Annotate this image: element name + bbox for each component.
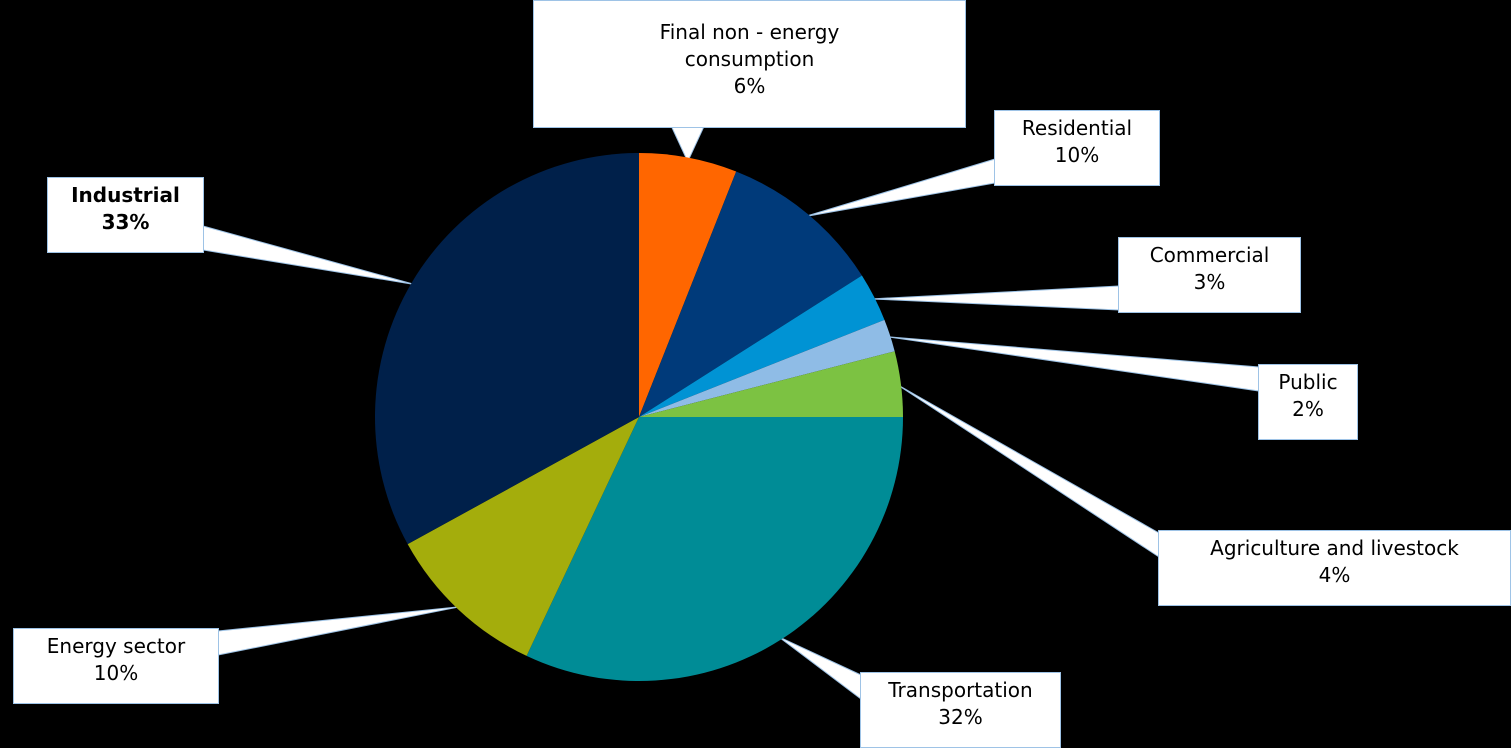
pie-slice-final-non-energy-consumption xyxy=(639,153,737,417)
slice-label: Residential 10% xyxy=(994,110,1160,186)
pie-slice-transportation xyxy=(526,417,904,681)
slice-label-percent: 33% xyxy=(101,210,150,234)
slice-label: Commercial 3% xyxy=(1118,237,1301,313)
leader-line xyxy=(217,606,462,656)
pie-slice-energy-sector xyxy=(407,417,639,656)
pie-slice-commercial xyxy=(639,275,885,417)
slice-label-name: Final non - energy xyxy=(659,20,840,44)
leader-line xyxy=(804,158,996,218)
slice-label: Transportation 32% xyxy=(860,672,1061,748)
slice-label-percent: 2% xyxy=(1292,397,1324,421)
slice-label-name: Energy sector xyxy=(46,634,186,658)
slice-label-name: Public xyxy=(1278,370,1338,394)
leader-line xyxy=(778,636,862,701)
leader-line xyxy=(202,225,416,286)
pie-slice-residential xyxy=(639,171,862,417)
slice-label-percent: 3% xyxy=(1193,270,1226,294)
slice-label-percent: 4% xyxy=(1318,563,1351,587)
slice-label-percent: 6% xyxy=(733,74,766,98)
slice-label: Agriculture and livestock 4% xyxy=(1158,530,1511,606)
pie-slice-agriculture-and-livestock xyxy=(639,351,903,417)
slice-label-name: Transportation xyxy=(888,678,1033,702)
slice-label-name: Agriculture and livestock xyxy=(1210,536,1459,560)
pie-slices xyxy=(374,153,904,681)
slice-label-name: Residential xyxy=(1021,116,1133,140)
leader-line xyxy=(886,336,1260,392)
leader-line xyxy=(870,285,1120,311)
leader-line xyxy=(896,383,1160,558)
slice-label-name: consumption xyxy=(684,47,815,71)
slice-label-name: Industrial xyxy=(71,183,180,207)
slice-label-percent: 10% xyxy=(93,661,139,685)
slice-label-name: Commercial xyxy=(1149,243,1270,267)
slice-label-percent: 10% xyxy=(1054,143,1100,167)
slice-label: Final non - energy consumption 6% xyxy=(533,0,966,128)
pie-slice-public xyxy=(639,319,895,417)
slice-label: Public 2% xyxy=(1258,364,1358,440)
slice-label: Industrial 33% xyxy=(47,177,204,253)
slice-label: Energy sector 10% xyxy=(13,628,219,704)
pie-slice-industrial xyxy=(374,153,639,545)
slice-label-percent: 32% xyxy=(938,705,983,729)
